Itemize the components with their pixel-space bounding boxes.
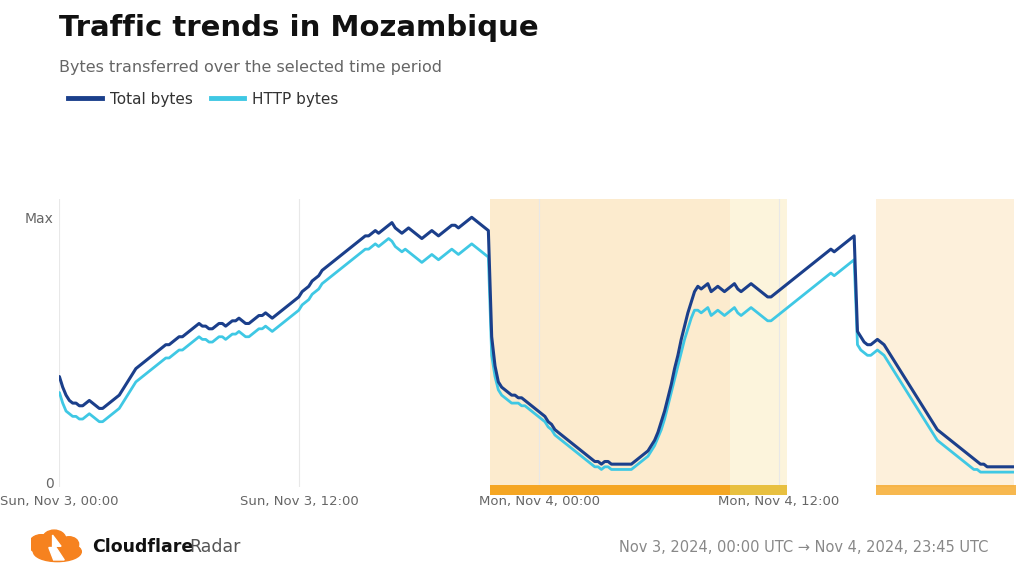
Circle shape xyxy=(59,537,79,552)
Text: Bytes transferred over the selected time period: Bytes transferred over the selected time… xyxy=(59,60,442,75)
Polygon shape xyxy=(49,535,65,560)
Bar xyxy=(877,199,1016,487)
Text: Radar: Radar xyxy=(189,538,241,556)
Bar xyxy=(490,199,730,487)
Text: Cloudflare: Cloudflare xyxy=(92,538,194,556)
Text: Nov 3, 2024, 00:00 UTC → Nov 4, 2024, 23:45 UTC: Nov 3, 2024, 00:00 UTC → Nov 4, 2024, 23… xyxy=(618,540,988,555)
Circle shape xyxy=(29,535,53,554)
Ellipse shape xyxy=(34,541,81,562)
Circle shape xyxy=(42,530,66,548)
Bar xyxy=(730,199,786,487)
Legend: Total bytes, HTTP bytes: Total bytes, HTTP bytes xyxy=(62,85,344,113)
Text: Traffic trends in Mozambique: Traffic trends in Mozambique xyxy=(59,14,539,43)
